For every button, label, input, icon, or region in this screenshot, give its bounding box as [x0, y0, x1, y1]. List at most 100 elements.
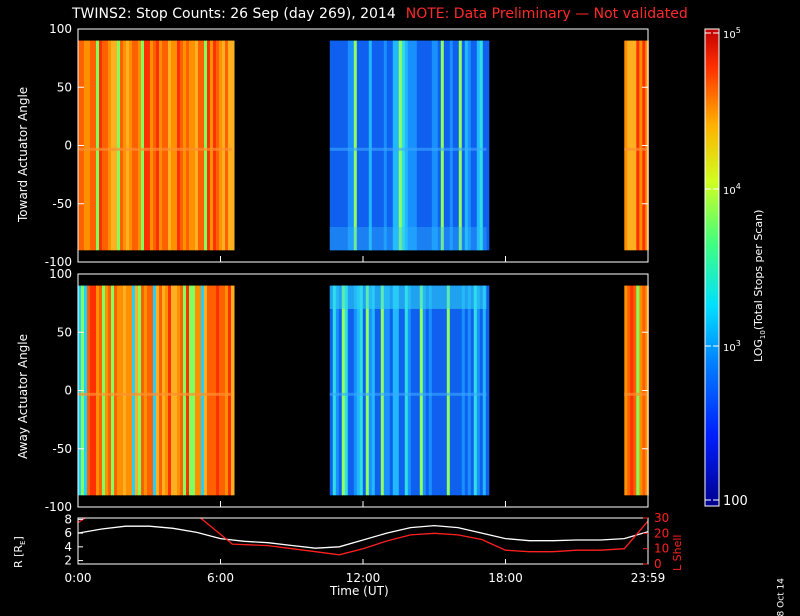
heatmap-column [329, 285, 334, 496]
heatmap-column [624, 285, 628, 496]
y-tick-label: -100 [45, 255, 72, 269]
heatmap-column [386, 40, 391, 251]
heatmap-column [419, 285, 424, 496]
heatmap-column [338, 285, 343, 496]
heatmap-column [108, 40, 112, 251]
heatmap-column [482, 285, 487, 496]
heatmap-column [219, 40, 223, 251]
heatmap-column [171, 285, 175, 496]
heatmap-column [111, 40, 115, 251]
heatmap-column [123, 40, 127, 251]
heatmap-column [225, 40, 229, 251]
right-y-tick-label: 20 [654, 526, 669, 540]
y-tick-label: -100 [45, 500, 72, 514]
y-tick-label: 100 [49, 22, 72, 36]
heatmap-column [431, 40, 436, 251]
zero-band [78, 392, 233, 396]
heatmap-column [476, 40, 481, 251]
heatmap-column [132, 40, 136, 251]
heatmap-column [476, 285, 481, 496]
x-axis-label: Time (UT) [330, 584, 389, 598]
heatmap-column [147, 285, 151, 496]
heatmap-column [482, 40, 487, 251]
heatmap-column [174, 40, 178, 251]
x-tick-label: 23:59 [631, 571, 666, 585]
heatmap-column [461, 40, 466, 251]
heatmap-column [207, 40, 211, 251]
heatmap-column [368, 40, 373, 251]
heatmap-column [135, 285, 139, 496]
heatmap-column [624, 40, 628, 251]
heatmap-column [407, 285, 412, 496]
heatmap-column [380, 40, 385, 251]
heatmap-column [87, 40, 91, 251]
heatmap-column [144, 40, 148, 251]
heatmap-column [371, 285, 376, 496]
heatmap-column [180, 40, 184, 251]
heatmap-column [344, 285, 349, 496]
data-segment-2 [329, 40, 490, 251]
heatmap-column [338, 40, 343, 251]
heatmap-column [425, 40, 430, 251]
heatmap-column [198, 40, 202, 251]
heatmap-column [479, 285, 484, 496]
heatmap-column [120, 40, 124, 251]
heatmap-column [93, 40, 97, 251]
heatmap-column [473, 285, 478, 496]
heatmap-column [371, 40, 376, 251]
heatmap-column [129, 285, 133, 496]
heatmap-column [171, 40, 175, 251]
heatmap-column [374, 285, 379, 496]
y-tick-label: -50 [52, 197, 72, 211]
heatmap-column [96, 40, 100, 251]
heatmap-column [416, 285, 421, 496]
heatmap-column [633, 40, 637, 251]
title-text: TWINS2: Stop Counts: 26 Sep (day 269), 2… [72, 6, 396, 22]
heatmap-column [485, 285, 490, 496]
heatmap-column [102, 40, 106, 251]
heatmap-column [359, 40, 364, 251]
heatmap-column [159, 40, 163, 251]
heatmap-column [153, 285, 157, 496]
lineplot-right-ylabel: L Shell [671, 534, 684, 571]
heatmap-column [117, 285, 121, 496]
heatmap-column [368, 285, 373, 496]
heatmap-column [353, 285, 358, 496]
heatmap-column [93, 285, 97, 496]
left-y-tick-label: 8 [64, 512, 72, 526]
heatmap-column [192, 285, 196, 496]
heatmap-column [422, 285, 427, 496]
heatmap-column [168, 285, 172, 496]
heatmap-column [201, 285, 205, 496]
heatmap-column [213, 40, 217, 251]
heatmap-column [231, 285, 235, 496]
zero-band [624, 392, 648, 396]
heatmap-column [452, 40, 457, 251]
heatmap-column [183, 285, 187, 496]
heatmap-column [455, 40, 460, 251]
left-y-tick-label: 6 [64, 526, 72, 540]
heatmap-column [228, 285, 232, 496]
radius-line [78, 524, 648, 549]
heatmap-column [222, 285, 226, 496]
heatmap-panel-1: 100 50 0 -50 -100 [45, 22, 649, 269]
heatmap-column [630, 40, 634, 251]
heatmap-column [377, 285, 382, 496]
heatmap-column [150, 285, 154, 496]
heatmap-column [398, 40, 403, 251]
heatmap-column [105, 285, 109, 496]
heatmap-column [183, 40, 187, 251]
heatmap-column [156, 40, 160, 251]
heatmap-column [464, 285, 469, 496]
heatmap-column [627, 285, 631, 496]
heatmap-column [141, 40, 145, 251]
heatmap-column [410, 40, 415, 251]
upper-band [329, 285, 487, 309]
heatmap-column [464, 40, 469, 251]
heatmap-column [87, 285, 91, 496]
heatmap-column [356, 285, 361, 496]
heatmap-column [150, 40, 154, 251]
heatmap-column [344, 40, 349, 251]
heatmap-column [386, 285, 391, 496]
heatmap-column [455, 285, 460, 496]
